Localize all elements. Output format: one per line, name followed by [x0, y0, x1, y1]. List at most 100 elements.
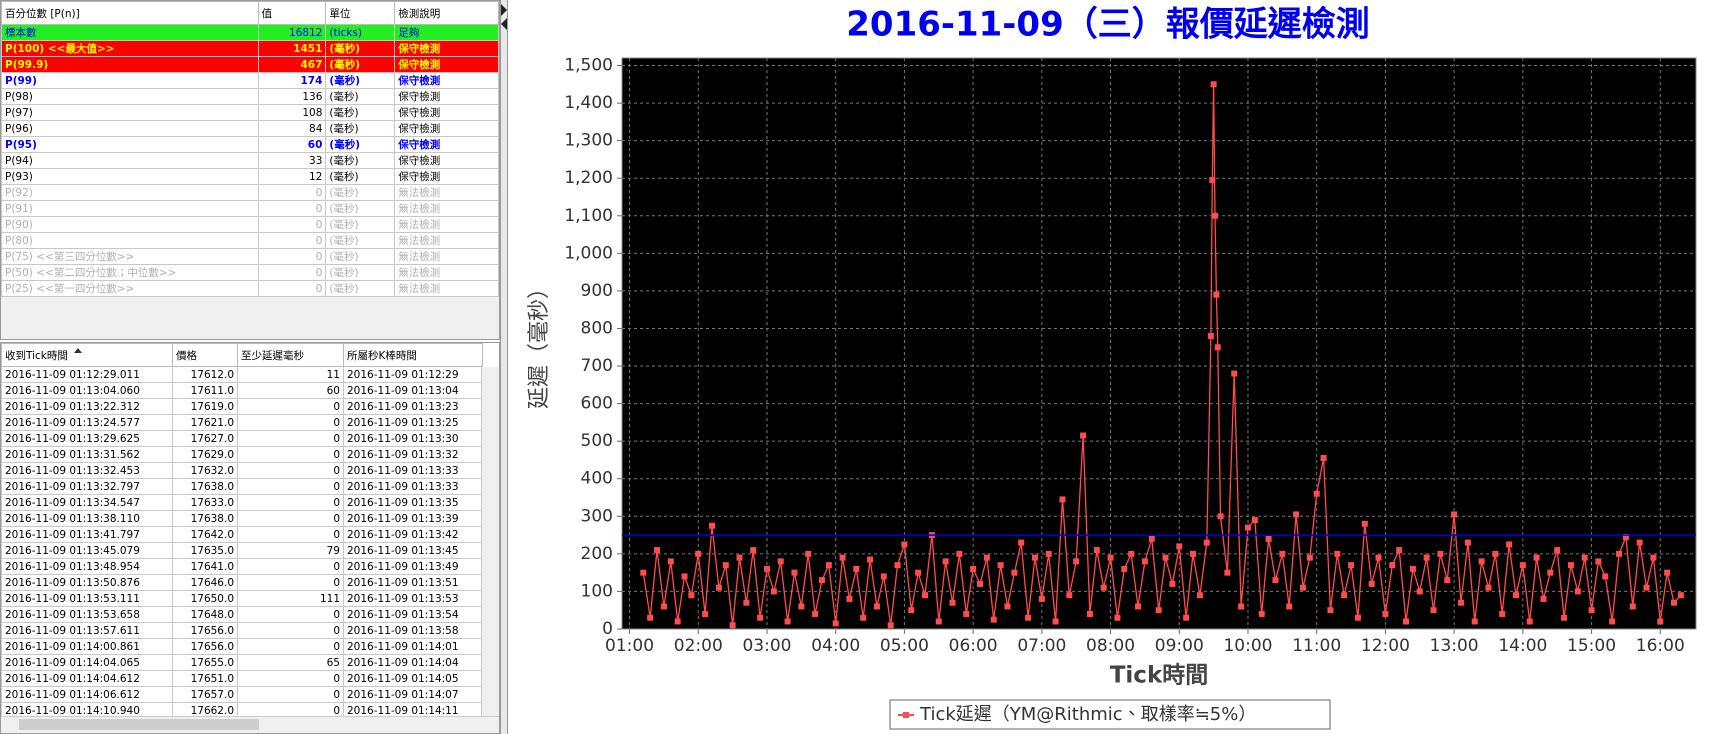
- tick-row[interactable]: 2016-11-09 01:13:04.060 17611.0 60 2016-11-…: [1, 382, 483, 399]
- legend-label: Tick延遲（YM@Rithmic、取樣率≒5%）: [919, 704, 1256, 725]
- data-point: [1176, 543, 1183, 550]
- tick-row[interactable]: 2016-11-09 01:14:00.861 17656.0 0 2016-11-0…: [1, 638, 483, 655]
- y-tick-label: 1,400: [564, 93, 613, 113]
- cell: P(98): [1, 88, 259, 105]
- data-point: [654, 547, 661, 554]
- cell: 2016-11-09 01:13:49: [343, 558, 483, 575]
- cell: 108: [257, 104, 327, 121]
- tick-row[interactable]: 2016-11-09 01:13:57.611 17656.0 0 2016-11-0…: [1, 622, 483, 639]
- cell: (毫秒): [325, 40, 396, 57]
- cell: 2016-11-09 01:13:48.954: [1, 558, 173, 575]
- tick-row[interactable]: 2016-11-09 01:12:29.011 17612.0 11 2016-11-…: [1, 366, 483, 383]
- column-header[interactable]: 至少延遲毫秒: [237, 343, 344, 367]
- splitter[interactable]: [500, 0, 508, 734]
- column-header[interactable]: 值: [257, 1, 327, 25]
- cell: 17619.0: [172, 398, 238, 415]
- tick-row[interactable]: 2016-11-09 01:13:50.876 17646.0 0 2016-11-0…: [1, 574, 483, 591]
- cell: 保守檢測: [394, 120, 499, 137]
- data-point: [667, 558, 674, 565]
- tick-row[interactable]: 2016-11-09 01:14:10.940 17662.0 0 2016-11-0…: [1, 702, 483, 719]
- data-point: [1671, 599, 1678, 606]
- summary-row[interactable]: P(99) 174 (毫秒) 保守檢測: [1, 72, 499, 89]
- summary-row[interactable]: P(97) 108 (毫秒) 保守檢測: [1, 104, 499, 121]
- cell: 0: [237, 622, 344, 639]
- summary-row[interactable]: 標本數 16812 (ticks) 足夠: [1, 24, 499, 41]
- data-point: [1341, 592, 1348, 599]
- tick-row[interactable]: 2016-11-09 01:13:45.079 17635.0 79 2016-11-…: [1, 542, 483, 559]
- summary-row[interactable]: P(98) 136 (毫秒) 保守檢測: [1, 88, 499, 105]
- column-header[interactable]: 所屬秒K棒時間: [343, 343, 483, 367]
- cell: 2016-11-09 01:13:32.797: [1, 478, 173, 495]
- data-point: [1499, 610, 1506, 617]
- summary-row[interactable]: P(92) 0 (毫秒) 無法檢測: [1, 184, 499, 201]
- summary-row[interactable]: P(75) <<第三四分位數>> 0 (毫秒) 無法檢測: [1, 248, 499, 265]
- data-point: [1169, 580, 1176, 587]
- cell: 2016-11-09 01:13:39: [343, 510, 483, 527]
- data-point: [1018, 539, 1025, 546]
- summary-row[interactable]: P(96) 84 (毫秒) 保守檢測: [1, 120, 499, 137]
- cell: 0: [237, 398, 344, 415]
- summary-row[interactable]: P(80) 0 (毫秒) 無法檢測: [1, 232, 499, 249]
- summary-row[interactable]: P(95) 60 (毫秒) 保守檢測: [1, 136, 499, 153]
- summary-row[interactable]: P(93) 12 (毫秒) 保守檢測: [1, 168, 499, 185]
- cell: 12: [257, 168, 327, 185]
- data-point: [1485, 584, 1492, 591]
- data-point: [901, 541, 908, 548]
- header-row: 收到Tick時間 價格 至少延遲毫秒 所屬秒K棒時間: [1, 343, 483, 367]
- vertical-scrollbar[interactable]: [481, 367, 499, 716]
- data-point: [1396, 547, 1403, 554]
- cell: 0: [237, 526, 344, 543]
- tick-row[interactable]: 2016-11-09 01:13:24.577 17621.0 0 2016-11-0…: [1, 414, 483, 431]
- summary-row[interactable]: P(99.9) 467 (毫秒) 保守檢測: [1, 56, 499, 73]
- data-point: [1265, 535, 1272, 542]
- data-point: [1506, 541, 1513, 548]
- cell: 2016-11-09 01:13:35: [343, 494, 483, 511]
- summary-row[interactable]: P(50) <<第二四分位數；中位數>> 0 (毫秒) 無法檢測: [1, 264, 499, 281]
- tick-row[interactable]: 2016-11-09 01:13:34.547 17633.0 0 2016-11-0…: [1, 494, 483, 511]
- data-point: [1107, 554, 1114, 561]
- tick-row[interactable]: 2016-11-09 01:13:32.453 17632.0 0 2016-11-0…: [1, 462, 483, 479]
- data-point: [1650, 554, 1657, 561]
- data-point: [791, 569, 798, 576]
- horizontal-scrollbar[interactable]: [1, 716, 499, 733]
- cell: 2016-11-09 01:13:32.453: [1, 462, 173, 479]
- tick-row[interactable]: 2016-11-09 01:13:32.797 17638.0 0 2016-11-0…: [1, 478, 483, 495]
- cell: 標本數: [1, 24, 259, 41]
- tick-row[interactable]: 2016-11-09 01:13:48.954 17641.0 0 2016-11-0…: [1, 558, 483, 575]
- scroll-thumb[interactable]: [19, 719, 259, 730]
- tick-row[interactable]: 2016-11-09 01:14:04.612 17651.0 0 2016-11-0…: [1, 670, 483, 687]
- tick-row[interactable]: 2016-11-09 01:13:29.625 17627.0 0 2016-11-0…: [1, 430, 483, 447]
- tick-row[interactable]: 2016-11-09 01:14:06.612 17657.0 0 2016-11-0…: [1, 686, 483, 703]
- tick-row[interactable]: 2016-11-09 01:13:38.110 17638.0 0 2016-11-0…: [1, 510, 483, 527]
- data-point: [1602, 573, 1609, 580]
- cell: 0: [257, 200, 327, 217]
- column-header[interactable]: 收到Tick時間: [1, 343, 173, 367]
- tick-row[interactable]: 2016-11-09 01:13:22.312 17619.0 0 2016-11-0…: [1, 398, 483, 415]
- data-point: [915, 569, 922, 576]
- x-tick-label: 01:00: [605, 636, 654, 656]
- tick-row[interactable]: 2016-11-09 01:13:53.658 17648.0 0 2016-11-0…: [1, 606, 483, 623]
- x-tick-label: 07:00: [1017, 636, 1066, 656]
- cell: 11: [237, 366, 344, 383]
- summary-row[interactable]: P(25) <<第一四分位數>> 0 (毫秒) 無法檢測: [1, 280, 499, 297]
- summary-row[interactable]: P(91) 0 (毫秒) 無法檢測: [1, 200, 499, 217]
- column-header[interactable]: 檢測說明: [394, 1, 499, 25]
- column-header[interactable]: 價格: [172, 343, 238, 367]
- column-header[interactable]: 單位: [325, 1, 396, 25]
- tick-row[interactable]: 2016-11-09 01:13:31.562 17629.0 0 2016-11-0…: [1, 446, 483, 463]
- column-header[interactable]: 百分位數 [P(n)]: [1, 1, 259, 25]
- cell: P(92): [1, 184, 259, 201]
- cell: 保守檢測: [394, 136, 499, 153]
- y-tick-label: 400: [581, 469, 613, 489]
- summary-row[interactable]: P(94) 33 (毫秒) 保守檢測: [1, 152, 499, 169]
- data-point: [990, 616, 997, 623]
- summary-row[interactable]: P(90) 0 (毫秒) 無法檢測: [1, 216, 499, 233]
- tick-row[interactable]: 2016-11-09 01:14:04.065 17655.0 65 2016-11-…: [1, 654, 483, 671]
- summary-row[interactable]: P(100) <<最大值>> 1451 (毫秒) 保守檢測: [1, 40, 499, 57]
- cell: 2016-11-09 01:13:23: [343, 398, 483, 415]
- tick-row[interactable]: 2016-11-09 01:13:41.797 17642.0 0 2016-11-0…: [1, 526, 483, 543]
- tick-row[interactable]: 2016-11-09 01:13:53.111 17650.0 111 2016-11…: [1, 590, 483, 607]
- cell: 0: [237, 558, 344, 575]
- data-point: [825, 562, 832, 569]
- chart-title: 2016-11-09（三）報價延遲檢測: [846, 5, 1369, 45]
